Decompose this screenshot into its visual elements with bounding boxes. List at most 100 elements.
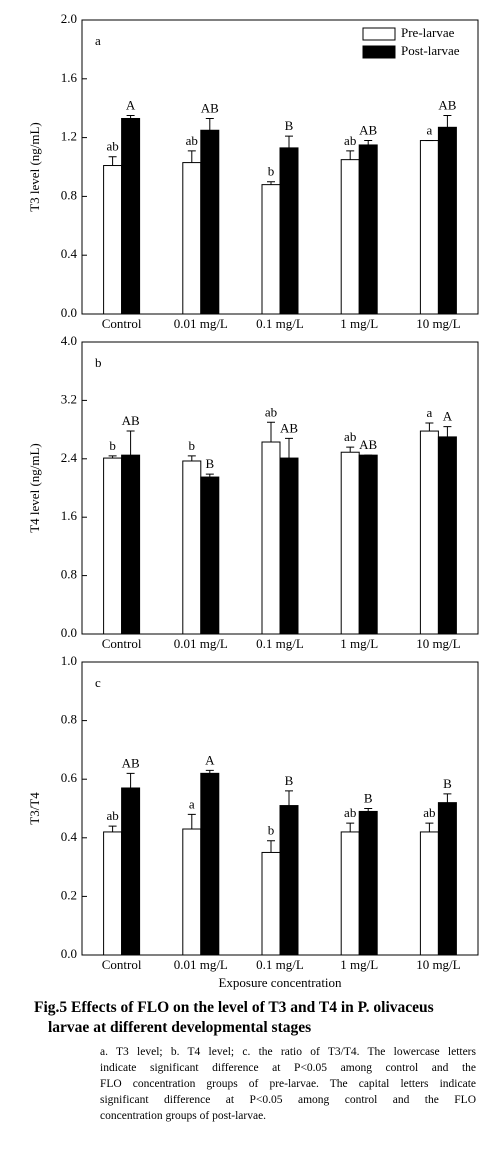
x-tick-label: 10 mg/L: [416, 636, 460, 651]
bar: [200, 476, 220, 635]
significance-letter: ab: [186, 133, 198, 148]
significance-letter: b: [268, 823, 275, 838]
y-tick-label: 0.2: [61, 887, 77, 902]
caption: Fig.5 Effects of FLO on the level of T3 …: [0, 998, 500, 1124]
error-bar: [267, 421, 275, 443]
caption-body-line: indicate significant difference at P<0.0…: [100, 1062, 476, 1074]
y-tick-label: 0.8: [61, 567, 77, 582]
legend-label: Pre-larvae: [401, 25, 455, 40]
bar: [182, 460, 202, 635]
bar: [358, 144, 378, 315]
x-tick-label: 1 mg/L: [340, 316, 378, 331]
error-bar: [108, 825, 117, 832]
significance-letter: B: [443, 776, 452, 791]
caption-title-line: larvae at different developmental stages: [48, 1019, 312, 1036]
significance-letter: AB: [359, 437, 377, 452]
bar: [340, 831, 360, 956]
significance-letter: AB: [122, 413, 140, 428]
y-tick-label: 0.6: [61, 770, 78, 785]
bar: [419, 831, 439, 956]
error-bar: [126, 430, 135, 456]
error-bar: [205, 117, 214, 131]
y-tick-label: 2.0: [61, 11, 77, 26]
y-tick-label: 0.4: [61, 246, 78, 261]
x-axis-label: Exposure concentration: [218, 975, 342, 990]
y-tick-label: 1.6: [61, 70, 78, 85]
legend-swatch: [362, 27, 396, 41]
bar: [340, 159, 360, 315]
error-bar: [187, 150, 196, 163]
error-bar: [285, 437, 293, 459]
x-tick-label: 0.1 mg/L: [256, 957, 304, 972]
error-bar: [443, 115, 452, 128]
bar: [358, 810, 378, 956]
significance-letter: ab: [344, 429, 356, 444]
significance-letter: A: [205, 752, 215, 767]
x-tick-label: 0.1 mg/L: [256, 316, 304, 331]
error-bar: [346, 150, 355, 160]
error-bar: [267, 840, 275, 853]
y-tick-label: 0.4: [61, 829, 78, 844]
y-tick-label: 0.0: [61, 305, 77, 320]
error-bar: [443, 793, 452, 803]
significance-letter: B: [285, 118, 294, 133]
error-bar: [425, 422, 434, 432]
x-tick-label: Control: [102, 957, 142, 972]
y-tick-label: 0.8: [61, 187, 77, 202]
bar: [279, 147, 299, 315]
error-bar: [108, 156, 117, 166]
significance-letter: AB: [359, 123, 377, 138]
bar: [261, 441, 281, 635]
bar: [261, 184, 281, 315]
significance-letter: B: [364, 790, 373, 805]
x-tick-label: 1 mg/L: [340, 957, 378, 972]
bar: [437, 802, 457, 956]
significance-letter: ab: [344, 805, 356, 820]
significance-letter: a: [427, 123, 433, 138]
significance-letter: a: [427, 405, 433, 420]
y-tick-label: 1.0: [61, 653, 77, 668]
y-tick-label: 0.0: [61, 946, 77, 961]
x-tick-label: 10 mg/L: [416, 316, 460, 331]
significance-letter: a: [189, 796, 195, 811]
error-bar: [364, 808, 373, 812]
bar: [182, 162, 202, 315]
bar: [121, 117, 141, 315]
panel-label: c: [95, 675, 101, 690]
x-tick-label: Control: [102, 316, 142, 331]
y-axis-label: T3/T4: [27, 792, 42, 825]
significance-letter: b: [109, 438, 116, 453]
error-bar: [126, 772, 135, 788]
significance-letter: A: [126, 98, 136, 113]
caption-body-line: significant difference at P<0.05 among c…: [100, 1094, 476, 1106]
bar: [437, 126, 457, 315]
x-tick-label: 10 mg/L: [416, 957, 460, 972]
error-bar: [267, 181, 275, 185]
significance-letter: ab: [106, 808, 118, 823]
bar: [358, 454, 378, 635]
significance-letter: A: [443, 409, 453, 424]
caption-title-line: Fig.5 Effects of FLO on the level of T3 …: [34, 999, 434, 1016]
significance-letter: AB: [280, 420, 298, 435]
bar: [419, 140, 439, 315]
y-tick-label: 4.0: [61, 333, 77, 348]
x-tick-label: 0.01 mg/L: [174, 957, 228, 972]
caption-body-line: concentration groups of post-larvae.: [100, 1110, 267, 1122]
bar: [261, 851, 281, 956]
significance-letter: AB: [438, 98, 456, 113]
significance-letter: B: [285, 773, 294, 788]
error-bar: [364, 140, 373, 145]
bar: [437, 436, 457, 635]
bar: [182, 828, 202, 956]
error-bar: [187, 455, 196, 461]
caption-body-line: a. T3 level; b. T4 level; c. the ratio o…: [100, 1046, 476, 1058]
x-tick-label: 1 mg/L: [340, 636, 378, 651]
x-tick-label: 0.01 mg/L: [174, 316, 228, 331]
significance-letter: B: [205, 456, 214, 471]
y-axis-label: T3 level (ng/mL): [27, 122, 42, 212]
bar: [279, 805, 299, 956]
y-tick-label: 0.8: [61, 712, 77, 727]
caption-body: a. T3 level; b. T4 level; c. the ratio o…: [0, 1044, 500, 1124]
bar: [419, 430, 439, 635]
caption-title: Fig.5 Effects of FLO on the level of T3 …: [0, 998, 500, 1038]
